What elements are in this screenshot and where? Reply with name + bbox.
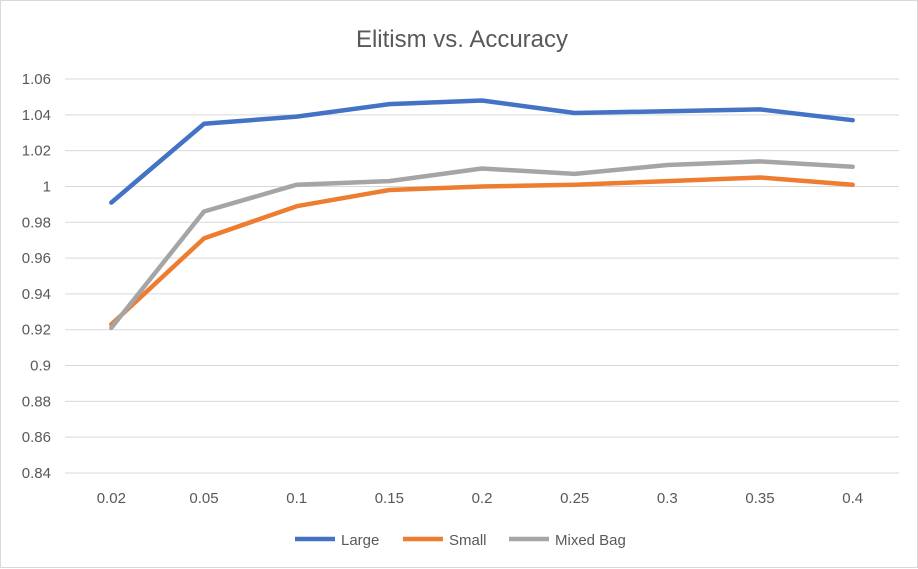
x-tick-label: 0.15 — [375, 490, 404, 507]
x-tick-label: 0.02 — [97, 490, 126, 507]
legend-label: Small — [449, 532, 487, 549]
series-line-small — [111, 178, 852, 325]
y-tick-label: 0.84 — [22, 465, 51, 482]
legend-label: Large — [341, 532, 379, 549]
y-tick-label: 0.96 — [22, 250, 51, 267]
chart-title: Elitism vs. Accuracy — [356, 26, 568, 53]
x-tick-label: 0.35 — [745, 490, 774, 507]
x-tick-label: 0.2 — [472, 490, 493, 507]
y-tick-label: 0.88 — [22, 393, 51, 410]
y-tick-label: 1 — [43, 178, 51, 195]
y-tick-label: 0.94 — [22, 286, 51, 303]
x-tick-label: 0.25 — [560, 490, 589, 507]
y-tick-label: 0.9 — [30, 358, 51, 375]
y-tick-label: 1.02 — [22, 143, 51, 160]
y-tick-label: 0.98 — [22, 214, 51, 231]
legend-label: Mixed Bag — [555, 532, 626, 549]
y-tick-label: 1.04 — [22, 107, 51, 124]
y-tick-label: 1.06 — [22, 71, 51, 88]
x-tick-label: 0.1 — [286, 490, 307, 507]
legend: Large Small Mixed Bag — [295, 532, 626, 549]
x-tick-label: 0.3 — [657, 490, 678, 507]
y-axis-ticks: 0.84 0.86 0.88 0.9 0.92 0.94 0.96 0.98 1 1.02 1.04… — [22, 71, 51, 482]
x-tick-label: 0.4 — [842, 490, 863, 507]
x-tick-label: 0.05 — [189, 490, 218, 507]
y-tick-label: 0.92 — [22, 322, 51, 339]
y-tick-label: 0.86 — [22, 429, 51, 446]
x-axis-ticks: 0.02 0.05 0.1 0.15 0.2 0.25 0.3 0.35 0.4 — [97, 490, 863, 507]
